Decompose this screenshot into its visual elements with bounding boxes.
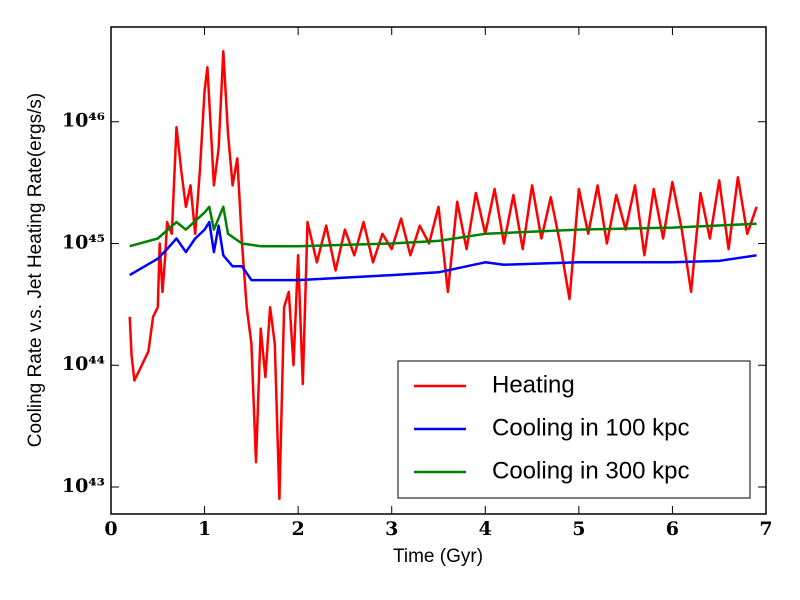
x-tick-label: 1 <box>198 518 211 540</box>
x-tick-label: 7 <box>759 518 772 540</box>
y-tick-label: 10⁴⁴ <box>62 353 105 375</box>
line <box>129 205 757 248</box>
y-tick-label: 10⁴⁵ <box>62 231 105 253</box>
y-axis-label: Cooling Rate v.s. Jet Heating Rate(ergs/… <box>25 93 46 447</box>
y-tick-label: 10⁴⁶ <box>62 110 105 132</box>
x-axis-label: Time (Gyr) <box>393 546 483 567</box>
line <box>128 49 758 501</box>
legend-box <box>397 360 751 499</box>
legend-label: Cooling in 100 kpc <box>492 414 689 441</box>
x-tick-label: 6 <box>666 518 679 540</box>
x-tick-label: 3 <box>385 518 398 540</box>
legend-label: Cooling in 300 kpc <box>492 457 689 484</box>
x-tick-label: 5 <box>572 518 585 540</box>
plot-frame <box>110 26 767 515</box>
y-tick-label: 10⁴³ <box>62 475 105 497</box>
x-tick-label: 2 <box>292 518 305 540</box>
legend-label: Heating <box>492 371 575 398</box>
x-tick-label: 0 <box>104 518 117 540</box>
x-tick-label: 4 <box>479 518 492 540</box>
line <box>129 220 757 282</box>
